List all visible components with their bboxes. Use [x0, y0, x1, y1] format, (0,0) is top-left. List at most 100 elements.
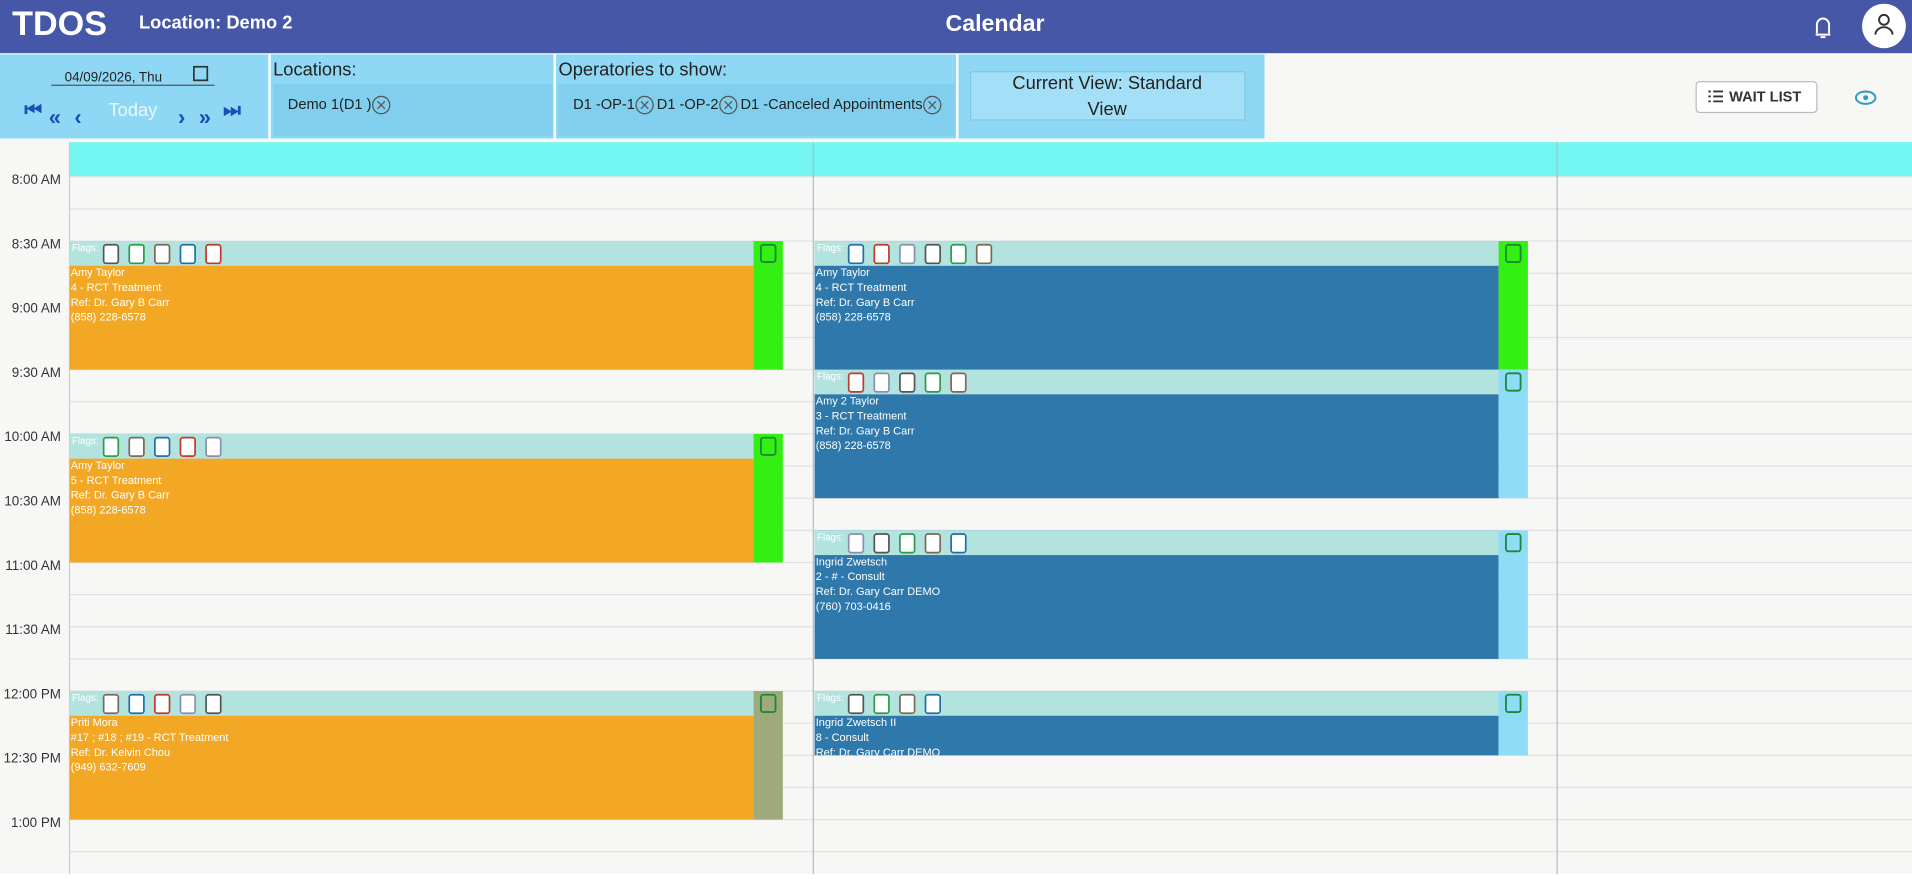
next-button[interactable]: ›: [178, 104, 185, 129]
time-label: 12:00 PM: [4, 686, 61, 701]
flag-icon: [205, 243, 222, 265]
appointment-line: Ingrid Zwetsch II: [816, 717, 896, 729]
operatories-select[interactable]: [558, 84, 955, 136]
chip-remove-icon: [928, 100, 937, 110]
flag-icon: [179, 693, 196, 715]
appointment-line: Ref: Dr. Kelvin Chou: [71, 747, 170, 759]
wait-list-label[interactable]: WAIT LIST: [1729, 89, 1801, 105]
time-label: 9:00 AM: [12, 301, 61, 316]
appointment[interactable]: Flags: Priti Mora #17 ; #18 ; #19 - RCT Tr…: [69, 691, 783, 820]
current-view-button[interactable]: [970, 71, 1246, 121]
chip-remove[interactable]: [372, 95, 391, 115]
appointment-line: (858) 228-6578: [71, 504, 146, 516]
profile-button[interactable]: [1862, 3, 1906, 49]
last-button[interactable]: ⏭: [223, 99, 241, 121]
notifications-icon[interactable]: [1815, 17, 1831, 39]
flag-icon: [102, 436, 120, 458]
logo[interactable]: TDOS: [12, 5, 107, 43]
location-chip[interactable]: Demo 1(D1 ): [288, 97, 372, 113]
flag-icon: [128, 436, 145, 458]
flag-icon: [205, 436, 222, 458]
appointment-line: Ref: Dr. Gary Carr DEMO: [816, 586, 941, 598]
chip-remove[interactable]: [923, 95, 942, 115]
today-button[interactable]: Today: [109, 99, 159, 120]
appointment-line: 3 - RCT Treatment: [816, 410, 907, 422]
prev-week-button[interactable]: «: [49, 104, 61, 129]
time-label: 10:00 AM: [4, 429, 61, 444]
appointment-line: Ref: Dr. Gary Carr DEMO: [816, 747, 941, 759]
visibility-toggle[interactable]: [1854, 90, 1877, 105]
visibility-icon: [1863, 95, 1869, 101]
chip-remove[interactable]: [719, 95, 738, 115]
appointment-line: (858) 228-6578: [816, 312, 891, 324]
status-bar: [1498, 369, 1528, 499]
appointment-line: Priti Mora: [71, 717, 119, 729]
date-input[interactable]: 04/09/2026, Thu: [65, 69, 162, 84]
status-icon: [759, 693, 777, 713]
first-button[interactable]: ⏮: [24, 99, 42, 121]
appointment-line: (858) 228-6578: [71, 312, 146, 324]
wait-list-button[interactable]: [1695, 80, 1818, 114]
status-icon: [1505, 533, 1522, 553]
chip-remove-icon: [377, 100, 386, 110]
appointment[interactable]: Flags: Amy 2 Taylor 3 - RCT Treatment Ref: …: [814, 369, 1528, 499]
flag-icon: [899, 243, 916, 265]
appointment[interactable]: Flags: Amy Taylor 4 - RCT Treatment Ref: Dr…: [69, 241, 783, 370]
flag-icon: [154, 693, 171, 715]
locations-label: Locations:: [273, 58, 356, 79]
profile-icon: [1878, 13, 1890, 26]
time-label: 1:00 PM: [11, 815, 61, 830]
flag-icon: [950, 243, 967, 265]
status-bar: [1498, 241, 1528, 370]
status-bar: [753, 691, 783, 820]
status-icon: [759, 243, 777, 264]
appointment-line: Ref: Dr. Gary B Carr: [71, 297, 170, 309]
appointment-line: Amy Taylor: [71, 460, 125, 472]
next-week-button[interactable]: »: [199, 104, 211, 129]
flag-icon: [873, 533, 890, 554]
appointment-line: #17 ; #18 ; #19 - RCT Treatment: [71, 732, 229, 744]
appointment[interactable]: Flags: Amy Taylor 4 - RCT Treatment Ref: Dr…: [814, 241, 1528, 370]
flag-icon: [975, 243, 993, 265]
appointment-line: Ref: Dr. Gary B Carr: [71, 490, 170, 502]
flag-icon: [899, 372, 916, 393]
flags-bar: [69, 691, 754, 716]
chip-remove[interactable]: [635, 95, 654, 115]
flags-bar: [814, 530, 1499, 556]
appointment-line: Ref: Dr. Gary B Carr: [816, 297, 915, 309]
flags-bar: [814, 241, 1499, 266]
all-day-row: [69, 142, 1912, 177]
flag-icon: [873, 243, 890, 265]
flags-bar: [69, 241, 754, 266]
flags-bar: [814, 691, 1499, 716]
prev-button[interactable]: ‹: [74, 104, 81, 129]
appointment-line: (949) 632-7609: [71, 762, 146, 774]
operatories-label: Operatories to show:: [558, 58, 727, 79]
appointment-line: 5 - RCT Treatment: [71, 475, 162, 487]
current-view[interactable]: Current View: Standard: [1012, 72, 1202, 93]
appointment-line: Ingrid Zwetsch: [816, 556, 887, 568]
appointment-line: 2 - # - Consult: [816, 571, 885, 583]
appointment-line: 4 - RCT Treatment: [816, 282, 907, 294]
operatory-chip[interactable]: D1 -OP-2: [657, 97, 719, 113]
appointment-line: (760) 703-0416: [816, 601, 891, 613]
status-bar: [1498, 530, 1528, 659]
locations-select[interactable]: [273, 84, 553, 136]
appointment[interactable]: Flags: Ingrid Zwetsch II 8 - Consult Ref: D…: [814, 691, 1528, 759]
list-icon: [1708, 90, 1723, 103]
operatory-chip[interactable]: D1 -OP-1: [573, 97, 635, 113]
header-bar: [0, 0, 1912, 54]
time-label: 8:00 AM: [12, 172, 61, 187]
flag-icon: [873, 693, 890, 715]
appointment[interactable]: Flags: Amy Taylor 5 - RCT Treatment Ref: Dr…: [69, 433, 783, 563]
operatory-chip[interactable]: D1 -Canceled Appointments: [740, 97, 922, 113]
chip-remove-icon: [640, 100, 649, 110]
current-view[interactable]: View: [1088, 98, 1128, 119]
calendar-icon[interactable]: [193, 65, 209, 82]
appointment[interactable]: Flags: Ingrid Zwetsch 2 - # - Consult Ref: …: [814, 530, 1528, 659]
status-icon: [759, 436, 777, 456]
flags-label: Flags:: [72, 243, 99, 254]
flags-label: Flags:: [72, 693, 99, 704]
flags-bar: [69, 433, 754, 459]
